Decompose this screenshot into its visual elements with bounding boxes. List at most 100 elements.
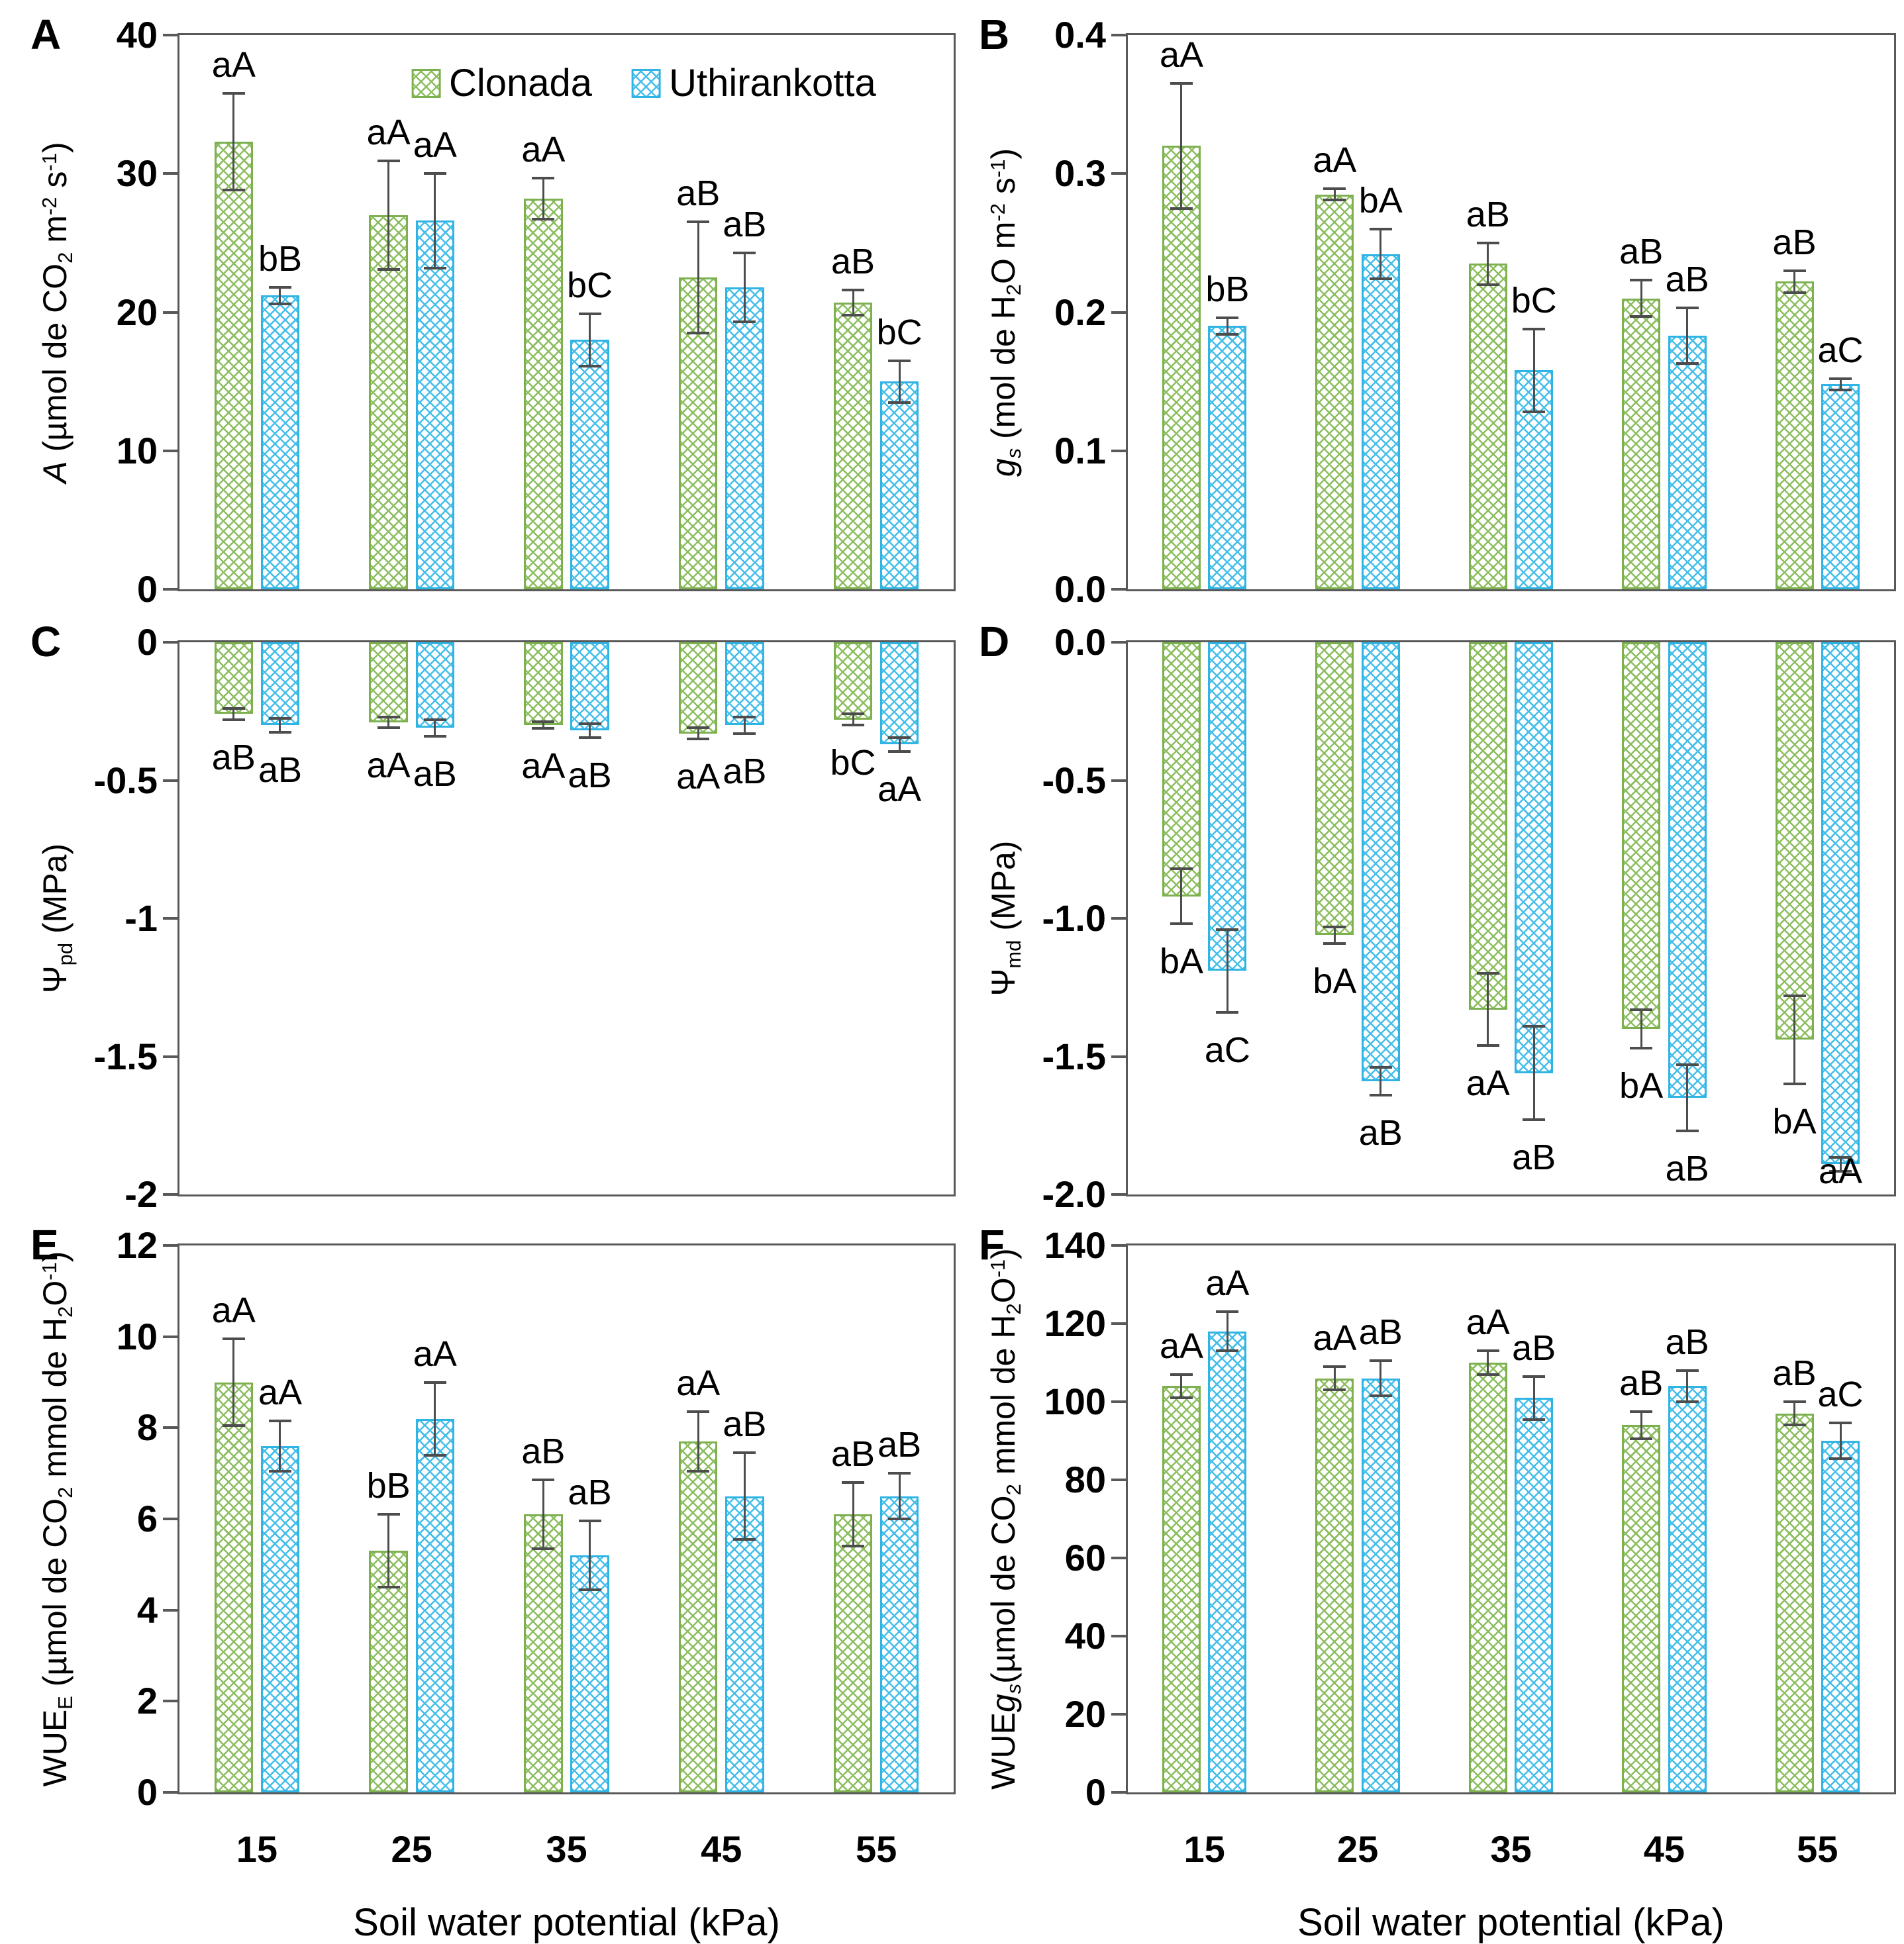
sig-label: aA (1466, 1063, 1510, 1103)
error-bar-cap-top (1170, 1373, 1193, 1376)
sig-label: bB (366, 1466, 411, 1506)
error-bar (279, 718, 281, 732)
error-bar-cap-bottom (1783, 1424, 1806, 1427)
sig-label: aB (676, 173, 721, 214)
y-tick-label: 0.3 (1054, 152, 1106, 195)
error-bar-cap-bottom (888, 1518, 911, 1520)
x-tick-label: 25 (1336, 1828, 1379, 1870)
sig-label: aC (1817, 1375, 1864, 1415)
bar-uthirankotta-25 (1361, 254, 1400, 589)
y-tick-mark (163, 588, 177, 591)
y-tick-mark (163, 1426, 177, 1430)
error-bar (232, 1339, 235, 1426)
bar-clonada-35 (1468, 1363, 1507, 1792)
label-segment: 2 (54, 1306, 77, 1318)
bar-uthirankotta-35 (570, 340, 609, 589)
error-bar-cap-top (1369, 1066, 1392, 1069)
label-segment: ) (36, 141, 74, 153)
sig-label: aA (1205, 1263, 1250, 1304)
error-bar-cap-bottom (733, 320, 756, 324)
error-bar-cap-bottom (578, 365, 601, 368)
bar-uthirankotta-55 (879, 1496, 919, 1792)
bar-uthirankotta-25 (1361, 642, 1400, 1082)
y-tick-mark (1111, 449, 1126, 452)
error-bar-cap-top (222, 91, 245, 95)
bar-clonada-15 (214, 142, 254, 589)
bar-clonada-25 (1315, 1378, 1354, 1792)
error-bar-cap-top (1630, 279, 1653, 282)
error-bar-cap-top (1476, 972, 1499, 975)
y-tick-mark (163, 1055, 177, 1058)
bar-clonada-15 (214, 642, 254, 714)
error-bar-cap-top (1676, 307, 1699, 310)
error-bar-cap-top (377, 160, 400, 163)
error-bar-cap-top (1170, 82, 1193, 85)
y-tick-mark (1111, 1400, 1126, 1403)
error-bar-cap-top (842, 712, 865, 716)
label-segment: (µmol de CO (985, 1495, 1022, 1684)
error-bar-cap-top (733, 1451, 756, 1455)
label-segment: (µmol de CO (36, 263, 74, 461)
bar-uthirankotta-15 (1208, 642, 1247, 971)
sig-label: bC (567, 265, 613, 305)
error-bar-cap-bottom (687, 331, 710, 334)
error-bar-cap-bottom (532, 218, 555, 221)
error-bar-cap-bottom (578, 736, 601, 739)
sig-label: aB (1772, 222, 1817, 262)
y-tick-mark (1111, 172, 1126, 175)
sig-label: aA (1159, 35, 1204, 75)
bar-uthirankotta-45 (725, 287, 764, 589)
sig-label: bB (1205, 269, 1250, 309)
error-bar-cap-top (687, 220, 710, 224)
sig-label: aA (413, 125, 457, 166)
sig-label: aA (211, 44, 256, 85)
y-tick-label: 60 (1064, 1537, 1106, 1579)
error-bar (1379, 228, 1382, 279)
label-segment: md (1002, 940, 1026, 969)
error-bar-cap-top (377, 715, 400, 718)
label-segment: O m (985, 221, 1022, 284)
sig-label: aB (568, 1473, 612, 1513)
bar-clonada-45 (679, 642, 718, 734)
y-tick-mark (163, 1608, 177, 1612)
x-tick-label: 45 (1643, 1828, 1685, 1870)
y-tick-mark (1111, 34, 1126, 36)
x-tick-label: 35 (1490, 1828, 1532, 1870)
error-bar-cap-top (578, 1520, 601, 1523)
error-bar-cap-bottom (222, 1424, 245, 1427)
error-bar-cap-top (842, 289, 865, 292)
sig-label: aB (1772, 1353, 1817, 1393)
error-bar (697, 222, 699, 333)
y-tick-mark (163, 34, 177, 36)
label-segment: pd (54, 942, 77, 966)
panel-b-letter: B (979, 11, 1010, 58)
error-bar-cap-bottom (1323, 942, 1346, 945)
error-bar (898, 360, 901, 403)
error-bar-cap-bottom (1369, 277, 1392, 281)
y-tick-label: -1 (125, 897, 158, 939)
error-bar-cap-bottom (1523, 1118, 1546, 1122)
bar-clonada-15 (1162, 642, 1201, 897)
y-tick-label: 0.2 (1054, 291, 1106, 333)
error-bar (1487, 1351, 1489, 1375)
sig-label: aB (877, 1425, 922, 1465)
bar-uthirankotta-15 (1208, 326, 1247, 589)
error-bar (1180, 868, 1183, 924)
bar-uthirankotta-25 (1361, 1378, 1400, 1792)
y-tick-label: 6 (136, 1498, 158, 1539)
error-bar-cap-bottom (1323, 1388, 1346, 1392)
error-bar-cap-bottom (377, 726, 400, 730)
error-bar (434, 173, 436, 268)
error-bar (434, 1382, 436, 1455)
error-bar (1379, 1067, 1382, 1095)
y-tick-label: 0.0 (1054, 621, 1106, 663)
sig-label: aB (568, 755, 612, 795)
sig-label: aA (676, 756, 721, 797)
y-tick-label: 8 (136, 1406, 158, 1449)
error-bar-cap-top (1476, 1349, 1499, 1353)
bar-uthirankotta-45 (1668, 642, 1707, 1098)
legend-swatch-icon (412, 69, 441, 98)
y-tick-mark (1111, 1193, 1126, 1196)
bar-clonada-25 (369, 642, 408, 722)
y-tick-label: 2 (136, 1680, 158, 1722)
